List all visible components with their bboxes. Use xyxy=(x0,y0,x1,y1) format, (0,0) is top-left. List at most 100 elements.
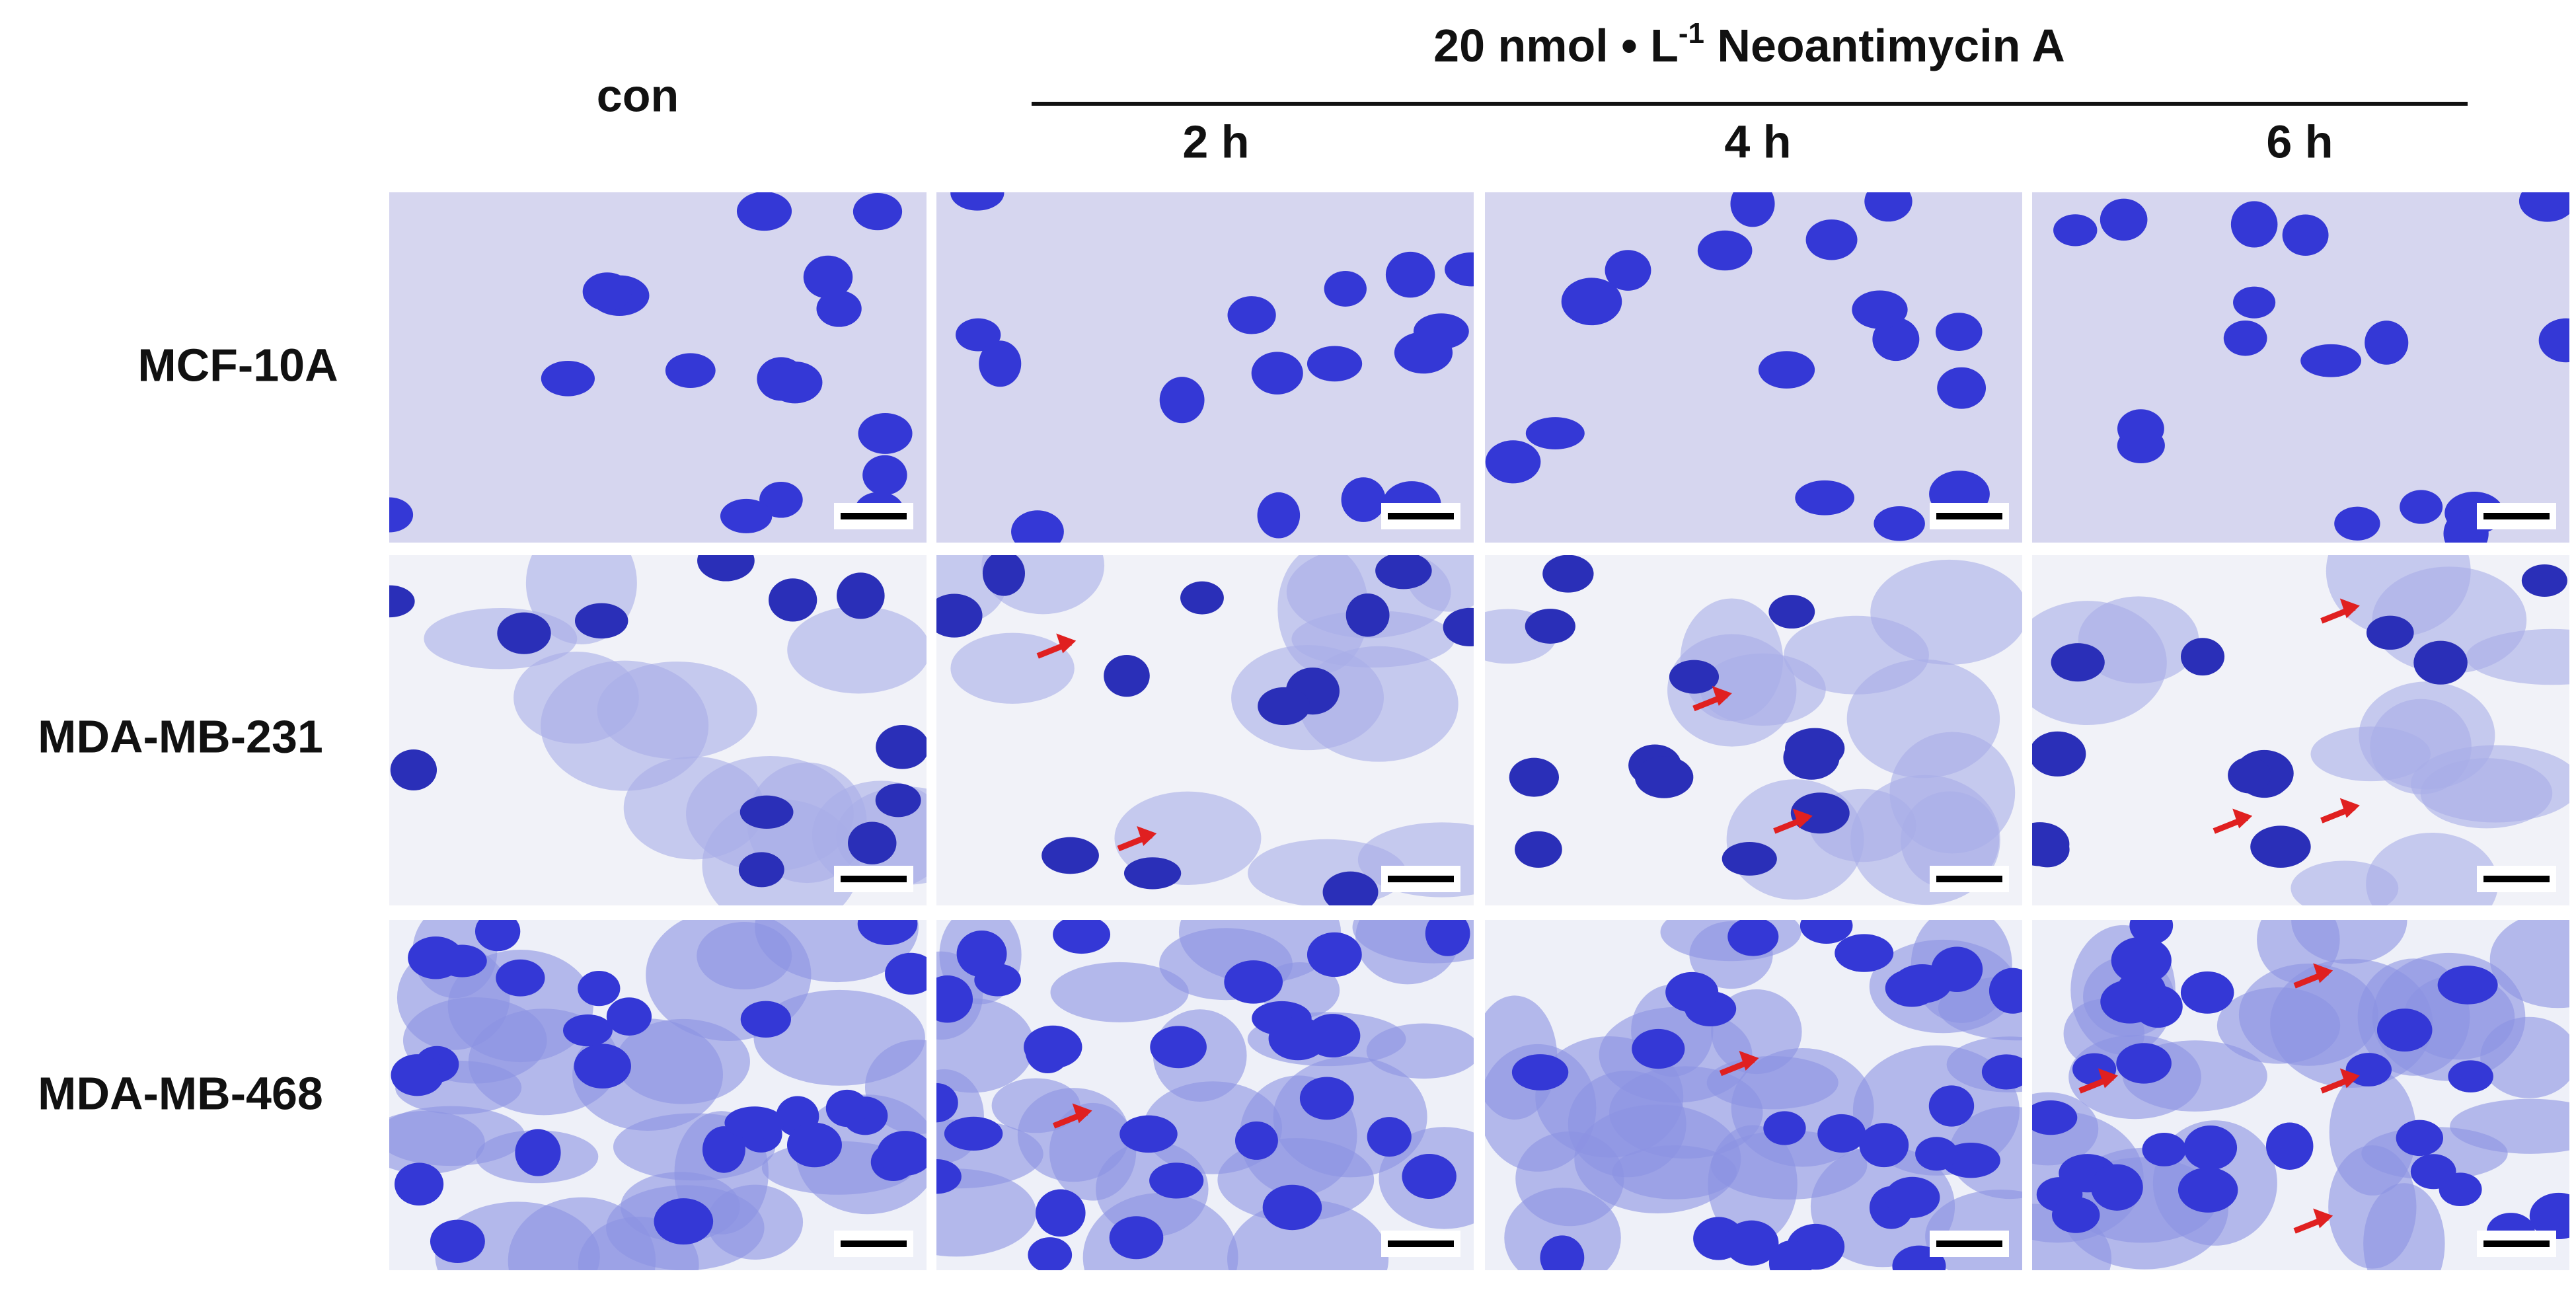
nucleus xyxy=(497,612,551,654)
nucleus xyxy=(1251,352,1303,395)
nucleus xyxy=(1542,555,1594,593)
nucleus xyxy=(2519,192,2569,222)
timepoint-label: 2 h xyxy=(1182,116,1249,167)
nucleus xyxy=(1634,756,1694,798)
nucleus xyxy=(2116,1043,2172,1084)
micrograph-panel xyxy=(389,920,927,1270)
nucleus xyxy=(1402,1153,1457,1199)
panel-content xyxy=(2032,555,2569,905)
nucleus xyxy=(1385,251,1435,298)
panel-content xyxy=(936,192,1474,543)
nucleus xyxy=(1258,687,1310,726)
cytoplasm xyxy=(1700,653,1826,726)
nucleus xyxy=(724,1106,784,1139)
nucleus xyxy=(541,360,595,397)
nucleus xyxy=(1763,1111,1806,1145)
nucleus xyxy=(2129,920,2174,945)
cytoplasm xyxy=(447,950,593,1063)
nucleus xyxy=(1665,972,1719,1012)
nucleus xyxy=(2396,1120,2444,1157)
nucleus xyxy=(1669,660,1720,694)
cytoplasm xyxy=(2216,987,2341,1064)
nucleus xyxy=(574,1044,631,1089)
nucleus xyxy=(1937,367,1987,409)
nucleus xyxy=(1445,252,1474,287)
nucleus xyxy=(2366,615,2414,650)
nucleus xyxy=(2032,1100,2078,1135)
cytoplasm xyxy=(1277,555,1369,673)
nucleus xyxy=(702,1126,745,1173)
micrograph-panel xyxy=(2032,192,2569,543)
nucleus xyxy=(515,1129,561,1176)
nucleus xyxy=(665,353,716,388)
cytoplasm xyxy=(2411,745,2569,823)
cytoplasm xyxy=(1870,559,2022,665)
nucleus xyxy=(1053,920,1111,954)
nucleus xyxy=(2400,490,2443,524)
panel-content xyxy=(389,555,927,905)
nucleus xyxy=(2282,214,2329,256)
nucleus xyxy=(390,749,437,791)
cytoplasm xyxy=(1706,1055,1838,1110)
arrow-head xyxy=(1712,686,1732,706)
nucleus xyxy=(2521,564,2567,597)
nucleus xyxy=(769,578,817,622)
nucleus xyxy=(654,1198,714,1245)
nucleus xyxy=(1234,1121,1278,1160)
nucleus xyxy=(936,1159,962,1194)
nucleus xyxy=(582,272,632,311)
nucleus xyxy=(736,192,792,231)
cytoplasm xyxy=(2078,596,2199,684)
nucleus xyxy=(2100,979,2160,1024)
nucleus xyxy=(950,192,1004,211)
nucleus xyxy=(1224,960,1283,1004)
nucleus xyxy=(1485,440,1541,484)
nucleus xyxy=(1859,1123,1909,1168)
nucleus xyxy=(2345,1053,2392,1086)
cytoplasm xyxy=(1504,1188,1621,1270)
arrow-head xyxy=(2232,808,2253,829)
nucleus xyxy=(1758,351,1815,389)
nucleus xyxy=(2053,214,2098,247)
nucleus xyxy=(1123,857,1182,890)
nucleus xyxy=(2300,344,2362,377)
nucleus xyxy=(1375,555,1432,590)
nucleus xyxy=(1119,1115,1178,1153)
control-label: con xyxy=(597,69,679,121)
nucleus xyxy=(885,952,927,995)
nucleus xyxy=(1724,1220,1779,1266)
panel-content xyxy=(1485,555,2022,905)
nucleus xyxy=(606,997,652,1036)
nucleus xyxy=(389,585,415,618)
nucleus xyxy=(740,1001,791,1038)
arrow-head xyxy=(1056,633,1077,654)
micrograph-panel xyxy=(1485,555,2022,905)
cytoplasm xyxy=(1901,791,2000,889)
nucleus xyxy=(2183,1125,2238,1170)
nucleus xyxy=(936,1083,958,1123)
panel-background xyxy=(389,192,927,543)
nucleus xyxy=(759,481,803,518)
nucleus xyxy=(1149,1163,1204,1199)
nucleus xyxy=(1299,1077,1354,1120)
nucleus xyxy=(944,1116,1003,1151)
micrograph-panel xyxy=(389,192,927,543)
nucleus xyxy=(825,1089,868,1127)
cytoplasm xyxy=(2326,555,2471,636)
panel-content xyxy=(389,192,927,543)
nucleus xyxy=(430,1219,485,1263)
nucleus xyxy=(1367,1117,1412,1157)
arrow-head xyxy=(2313,963,2333,983)
nucleus xyxy=(936,593,983,638)
nucleus xyxy=(956,318,1001,352)
treatment-superscript: -1 xyxy=(1679,17,1704,50)
nucleus xyxy=(1915,1137,1958,1171)
panel-content xyxy=(2032,192,2569,543)
nucleus xyxy=(474,920,521,952)
nucleus xyxy=(1799,920,1853,944)
nucleus xyxy=(2142,1133,2187,1166)
nucleus xyxy=(1322,871,1379,905)
nucleus xyxy=(1727,920,1779,956)
cytoplasm xyxy=(1017,1088,1129,1182)
